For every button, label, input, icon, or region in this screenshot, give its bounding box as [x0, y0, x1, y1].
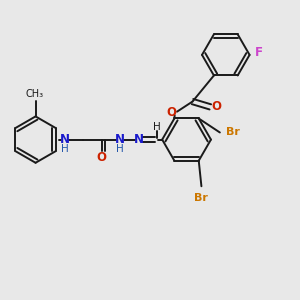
Text: Br: Br	[194, 193, 208, 203]
Text: N: N	[60, 133, 70, 146]
Text: O: O	[166, 106, 176, 119]
Text: H: H	[61, 143, 69, 154]
Text: N: N	[134, 133, 143, 146]
Text: O: O	[211, 100, 221, 113]
Text: CH₃: CH₃	[25, 89, 43, 99]
Text: N: N	[115, 133, 125, 146]
Text: H: H	[116, 143, 124, 154]
Text: H: H	[153, 122, 161, 132]
Text: F: F	[255, 46, 263, 59]
Text: Br: Br	[226, 128, 240, 137]
Text: O: O	[97, 151, 106, 164]
